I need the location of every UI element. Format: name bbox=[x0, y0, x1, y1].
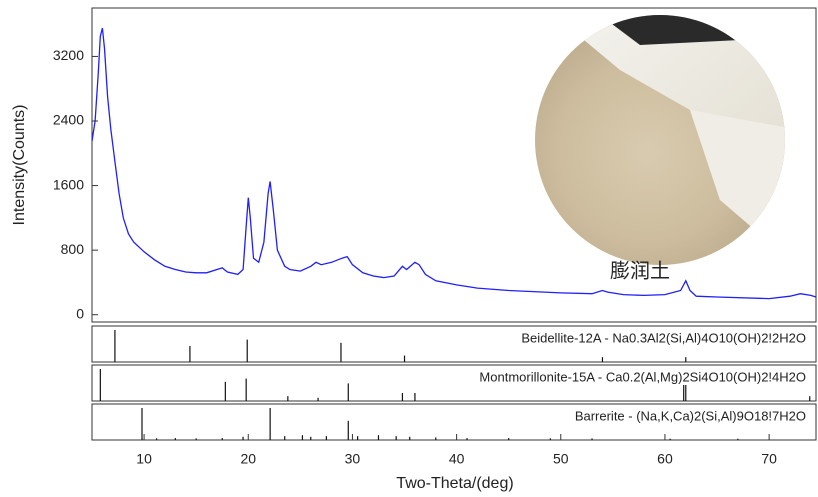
reference-label: Barrerite - (Na,K,Ca)2(Si,Al)9O18!7H2O bbox=[575, 408, 806, 423]
y-tick-label: 0 bbox=[76, 305, 84, 321]
x-tick-label: 40 bbox=[449, 451, 465, 467]
y-tick-label: 1600 bbox=[53, 176, 84, 192]
photo bbox=[535, 15, 785, 265]
y-tick-label: 2400 bbox=[53, 112, 84, 128]
y-axis-label: Intensity(Counts) bbox=[11, 105, 28, 226]
reference-frame bbox=[91, 403, 817, 441]
x-axis-label: Two-Theta/(deg) bbox=[396, 475, 513, 492]
x-tick-label: 30 bbox=[345, 451, 361, 467]
y-tick-label: 3200 bbox=[53, 47, 84, 63]
caption: 膨润土 bbox=[610, 259, 670, 282]
plot-frame bbox=[91, 7, 817, 323]
x-tick-label: 70 bbox=[761, 451, 777, 467]
x-tick-label: 60 bbox=[657, 451, 673, 467]
x-tick-label: 10 bbox=[136, 451, 152, 467]
reference-label: Montmorillonite-15A - Ca0.2(Al,Mg)2Si4O1… bbox=[479, 369, 806, 384]
y-tick-label: 800 bbox=[61, 241, 85, 257]
xrd-curve bbox=[91, 28, 817, 300]
reference-frame bbox=[91, 364, 817, 402]
reference-frame bbox=[91, 325, 817, 363]
x-tick-label: 50 bbox=[553, 451, 569, 467]
reference-label: Beidellite-12A - Na0.3Al2(Si,Al)4O10(OH)… bbox=[521, 330, 806, 345]
x-tick-label: 20 bbox=[240, 451, 256, 467]
